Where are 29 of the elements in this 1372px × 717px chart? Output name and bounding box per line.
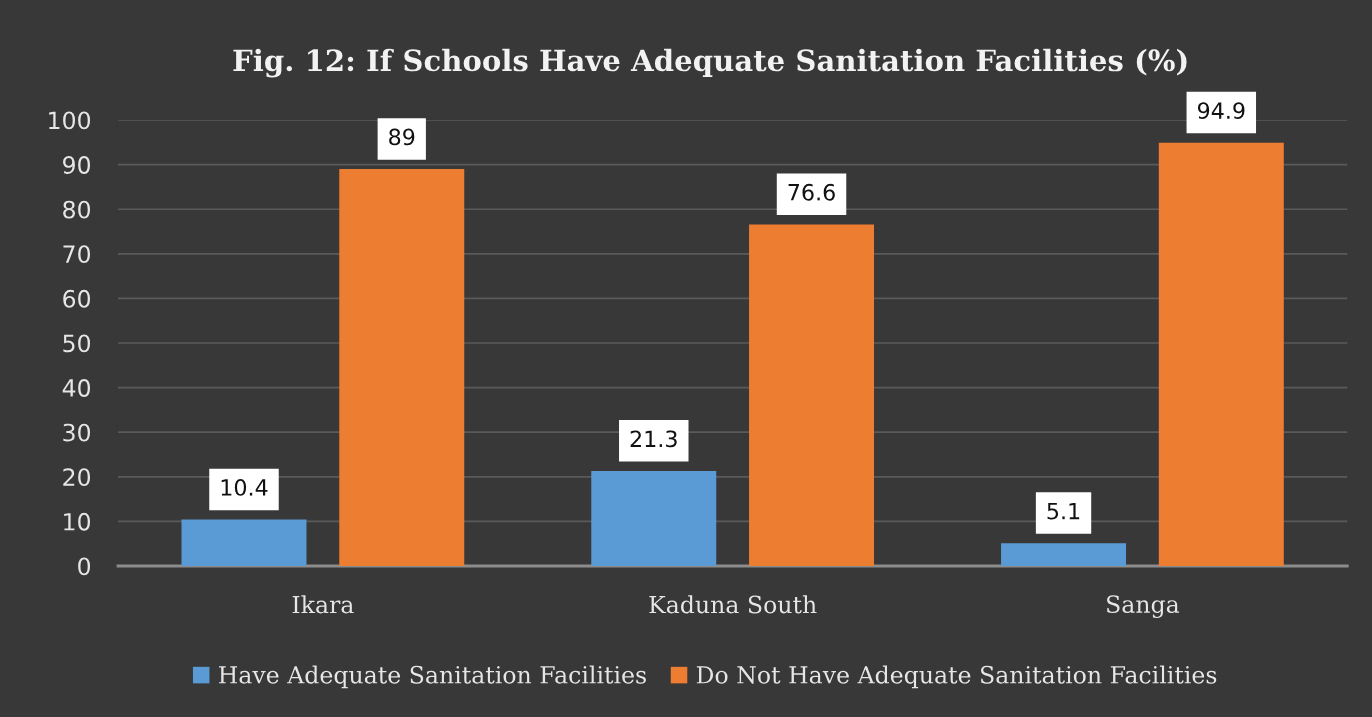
data-label: 89 [389, 128, 415, 146]
y-tick-label: 10 [64, 512, 91, 531]
bar [749, 224, 875, 566]
y-tick-label: 50 [63, 334, 91, 353]
data-label: 76.6 [788, 183, 835, 201]
y-tick-label: 90 [63, 156, 91, 174]
y-tick-label: 100 [49, 111, 91, 130]
y-tick-label: 0 [78, 557, 91, 576]
y-tick-label: 80 [63, 200, 91, 219]
chart-title: Fig. 12: If Schools Have Adequate Sanitation Facilities (%) [233, 48, 1187, 78]
x-tick-label: Sanga [1107, 595, 1180, 619]
data-label: 21.3 [630, 430, 677, 448]
y-tick-label: 70 [63, 245, 91, 264]
y-tick-label: 30 [63, 423, 91, 442]
x-tick-label: Kaduna South [649, 595, 817, 614]
data-label: 5.1 [1047, 502, 1080, 520]
bar [339, 169, 465, 566]
legend-label: Have Adequate Sanitation Facilities [219, 665, 646, 689]
x-tick-label: Ikara [292, 595, 354, 614]
bar [1001, 543, 1127, 566]
y-tick-label: 60 [63, 289, 91, 308]
data-label: 94.9 [1197, 102, 1245, 120]
y-tick-label: 20 [63, 468, 91, 487]
data-label: 10.4 [221, 479, 268, 496]
y-tick-label: 40 [62, 379, 91, 397]
bar [591, 471, 717, 566]
bar [1158, 142, 1284, 566]
legend-label: Do Not Have Adequate Sanitation Facilities [696, 665, 1217, 689]
bar [181, 519, 307, 566]
